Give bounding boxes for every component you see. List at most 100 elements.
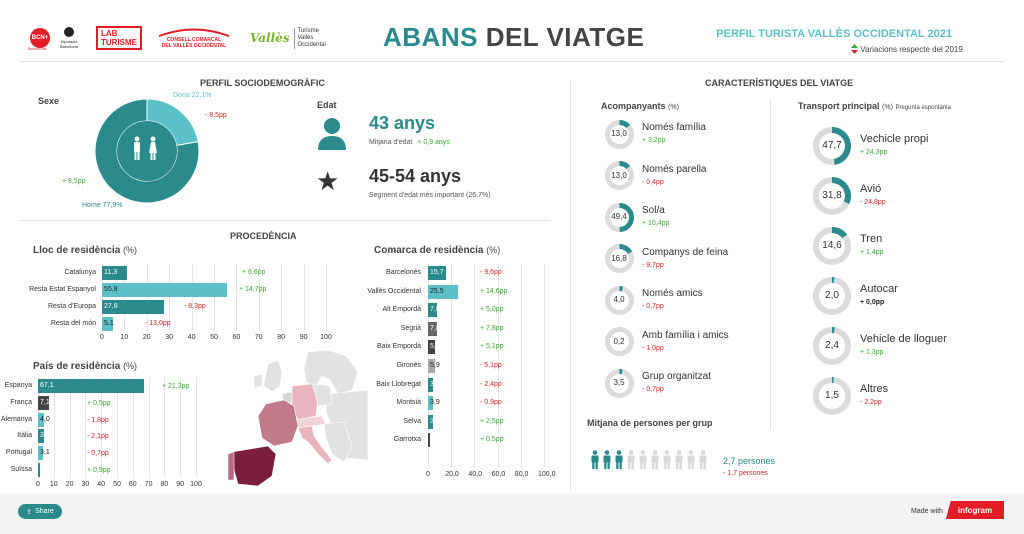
socio-title: PERFIL SOCIODEMOGRÀFIC: [200, 78, 325, 88]
bar-value-label: 3,9: [430, 417, 440, 425]
pais-title-text: País de residència: [33, 361, 121, 372]
chart-gridline: [474, 264, 476, 468]
person-pictogram-icon: [615, 450, 623, 469]
bar-value-label: 7,8: [430, 324, 440, 332]
pais-title: País de residència (%): [33, 361, 137, 372]
person-pictogram-icon: [699, 450, 707, 469]
ring-chart: [604, 244, 634, 273]
bar-value-label: 3,5: [40, 432, 50, 440]
mitjana-delta: - 1,7 persones: [723, 470, 768, 477]
chart-gridline: [132, 377, 134, 478]
share-icon: ⇪: [26, 508, 33, 516]
header-divider: [20, 61, 1004, 62]
ring-value-label: 2,4: [825, 340, 839, 351]
bar-category-label: Resta del món: [50, 320, 96, 327]
axis-tick-label: 100: [190, 481, 202, 488]
bar-rect: [428, 284, 458, 299]
bar-rect: [102, 300, 165, 314]
axis-tick-label: 20: [142, 334, 151, 341]
ring-category-label: Vechicle propi: [860, 133, 929, 145]
axis-tick-label: 0: [100, 334, 104, 341]
people-pictogram: [590, 450, 716, 472]
ring-chart: [604, 161, 634, 190]
ring-chart: [604, 202, 634, 232]
person-pictogram-icon: [663, 450, 671, 469]
ring-chart: [604, 327, 634, 356]
ring-value-label: 47,7: [822, 140, 842, 151]
infogram-logo[interactable]: infogram: [946, 501, 1004, 519]
logo-consell-text-1: CONSELL COMARCAL: [166, 37, 222, 43]
ring-category-label: Només amics: [642, 288, 703, 299]
page-title: ABANS DEL VIATGE: [383, 22, 644, 53]
bar-delta-label: + 14,6pp: [480, 287, 508, 295]
main-vertical-divider: [570, 80, 571, 490]
footer-bar: ⇪ Share Made with infogram: [0, 494, 1024, 534]
axis-tick-label: 50: [113, 481, 121, 488]
ring-value-label: 2,0: [825, 290, 839, 301]
map-ireland: [253, 373, 263, 389]
ring-delta-label: + 1,4pp: [860, 249, 884, 256]
person-pictogram-icon: [603, 450, 611, 469]
bar-rect: [428, 340, 435, 355]
ring-value-label: 13,0: [611, 129, 627, 139]
person-icon: [318, 118, 346, 150]
ring-fill: [813, 177, 851, 215]
axis-tick-label: 30: [165, 334, 174, 341]
ring-chart: [813, 277, 851, 315]
star-icon: ★: [316, 166, 340, 196]
edat-label: Edat: [317, 100, 337, 110]
ring-value-label: 0,2: [613, 336, 625, 346]
axis-tick-label: 10: [49, 481, 58, 488]
page-title-part1: ABANS: [383, 22, 478, 52]
map-uk: [263, 359, 283, 393]
bar-value-label: 4,0: [40, 415, 50, 423]
bar-category-label: Gironès: [396, 362, 421, 369]
bar-rect: [38, 379, 145, 393]
bar-delta-label: - 9,6pp: [480, 269, 502, 276]
chart-gridline: [102, 264, 103, 331]
logo-turisme-valles: Vallès Turisme Vallès Occidental: [250, 22, 326, 54]
ring-fill: [604, 285, 634, 315]
axis-tick-label: 60: [232, 334, 241, 341]
bar-delta-label: + 6,6pp: [242, 269, 266, 276]
bar-category-label: Resta Estat Espanyol: [29, 286, 96, 293]
ring-category-label: Vehicle de lloguer: [860, 333, 947, 345]
bar-delta-label: + 0,5pp: [480, 436, 504, 444]
logo-valles-script: Vallès: [250, 31, 290, 45]
bar-rect: [428, 396, 433, 411]
bar-category-label: Alt Empordà: [382, 306, 421, 314]
bar-value-label: 11,3: [104, 269, 118, 276]
axis-tick-label: 60,0: [491, 471, 506, 478]
bar-value-label: 1,5: [40, 466, 50, 473]
map-scandinavia: [303, 350, 359, 395]
bar-delta-label: - 1,8pp: [87, 417, 109, 424]
axis-tick-label: 10: [120, 334, 129, 341]
chart-gridline: [497, 264, 499, 468]
page-title-part2: DEL VIATGE: [485, 22, 645, 52]
map-poland: [311, 383, 333, 407]
bar-category-label: Suïssa: [10, 466, 32, 473]
transport-note: Pregunta espontània: [895, 105, 951, 111]
ring-fill: [604, 119, 634, 149]
bar-delta-label: - 2,4pp: [480, 380, 502, 388]
ring-value-label: 4,0: [613, 295, 625, 305]
ring-delta-label: + 1,3pp: [860, 349, 884, 356]
bar-category-label: Baix Llobregat: [376, 380, 421, 388]
axis-tick-label: 20,0: [445, 471, 459, 478]
bar-value-label: 67,1: [40, 382, 54, 389]
bar-category-label: Barcelonès: [385, 269, 421, 276]
logo-valles-text-2: Vallès: [297, 34, 314, 41]
sexe-donut-chart: [94, 98, 200, 204]
socio-divider: [20, 220, 550, 221]
chart-gridline: [544, 264, 545, 468]
ring-chart: [813, 327, 851, 365]
bar-value-label: 27,8: [104, 303, 118, 310]
transport-title-unit: (%): [882, 104, 893, 111]
acomp-title-text: Acompanyants: [601, 101, 666, 111]
share-button[interactable]: ⇪ Share: [18, 504, 62, 519]
ring-delta-label: + 24,3pp: [860, 149, 888, 156]
ring-delta-label: - 1,0pp: [642, 344, 664, 352]
ring-chart: [813, 377, 851, 415]
viatge-vertical-divider: [770, 100, 771, 430]
ring-value-label: 1,5: [825, 390, 839, 401]
